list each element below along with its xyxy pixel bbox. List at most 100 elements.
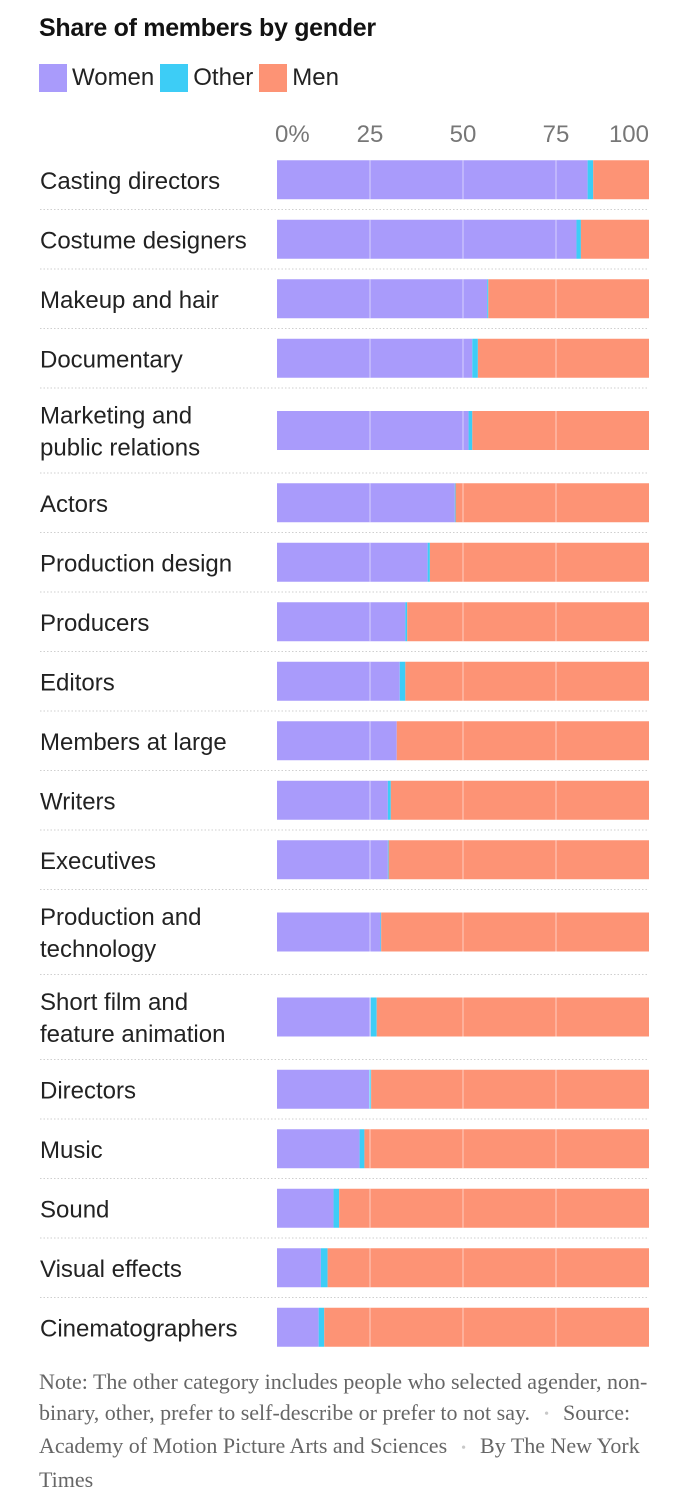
category-label: Producers (40, 610, 149, 637)
stacked-bar-chart: 0% 25 50 75 100 Casting directors Costume desi… (40, 121, 649, 1347)
bar-segment-women (277, 542, 428, 582)
bar-segment-women (277, 1129, 360, 1169)
bar-segment-other (468, 411, 473, 450)
bar-segment-women (277, 780, 388, 820)
bar-segment-men (390, 780, 649, 820)
legend-item-women: Women (39, 64, 154, 92)
bar-segment-men (429, 542, 649, 582)
category-label: Sound (40, 1196, 109, 1223)
bar-segment-women (277, 219, 577, 259)
x-tick-label: 0% (275, 121, 310, 148)
category-label: Music (40, 1137, 103, 1164)
category-label: Directors (40, 1077, 136, 1104)
category-label: Actors (40, 491, 108, 518)
legend-label-men: Men (292, 64, 339, 91)
category-label: Production design (40, 550, 232, 577)
bar-segment-women (277, 602, 406, 642)
footer-note: Note: The other category includes people… (39, 1366, 664, 1495)
bar-segment-other (427, 542, 430, 582)
bar-segment-men (371, 1069, 649, 1109)
bar-segment-other (472, 338, 478, 378)
legend-label-women: Women (72, 64, 155, 91)
bar-segment-other (380, 912, 382, 952)
chart-title: Share of members by gender (39, 14, 376, 42)
bar-segment-men (376, 997, 649, 1037)
legend-swatch-other (160, 64, 189, 92)
bar-segment-men (593, 160, 649, 200)
bar-segment-women (277, 483, 455, 523)
bar-segment-women (277, 1069, 370, 1109)
legend-swatch-men (259, 64, 288, 92)
legend-item-men: Men (259, 64, 339, 92)
category-label: Cinematographers (40, 1315, 237, 1342)
legend-item-other: Other (160, 64, 253, 92)
x-tick-label: 100 (609, 121, 649, 148)
bar-segment-women (277, 840, 388, 880)
bar-segment-women (277, 912, 381, 952)
bar-segment-men (388, 840, 649, 880)
bar-segment-men (488, 279, 649, 319)
bar-segment-women (277, 338, 473, 378)
bar-segment-women (277, 997, 371, 1037)
x-tick-label: 50 (450, 121, 477, 148)
bar-segment-men (324, 1307, 649, 1347)
category-label: Members at large (40, 729, 227, 756)
category-label: Editors (40, 669, 115, 696)
bar-segment-women (277, 721, 397, 761)
bar-segment-other (576, 219, 581, 259)
category-label: Visual effects (40, 1256, 182, 1283)
x-tick-label: 25 (357, 121, 384, 148)
bar-segment-women (277, 411, 469, 450)
bar-segment-women (277, 1188, 334, 1228)
bar-segment-other (387, 780, 391, 820)
separator-dot: • (461, 1440, 467, 1456)
category-label: Short film and (40, 989, 188, 1016)
source-text: Source: Academy of Motion Picture Arts a… (39, 1400, 631, 1459)
bar-segment-other (587, 160, 594, 200)
category-label: Casting directors (40, 168, 220, 195)
bar-segment-other (405, 602, 408, 642)
category-label: Writers (40, 788, 116, 815)
bar-segment-men (339, 1188, 649, 1228)
x-tick-label: 75 (543, 121, 570, 148)
bar-segment-men (455, 483, 649, 523)
legend: Women Other Men (39, 62, 345, 94)
bar-segment-other (370, 997, 377, 1037)
bar-segment-men (327, 1248, 649, 1288)
category-label: Executives (40, 848, 156, 875)
bar-segment-other (487, 279, 489, 319)
bar-segment-men (477, 338, 649, 378)
category-label: Makeup and hair (40, 287, 219, 314)
legend-label-other: Other (193, 64, 254, 91)
bar-segment-women (277, 279, 488, 319)
bar-segment-men (381, 912, 649, 952)
category-label: Production and (40, 904, 201, 931)
bar-segment-men (364, 1129, 649, 1169)
bar-segment-men (407, 602, 649, 642)
bar-segment-women (277, 160, 588, 200)
category-label: feature animation (40, 1021, 225, 1048)
bar-segment-other (318, 1307, 325, 1347)
bar-segment-women (277, 1307, 319, 1347)
bar-segment-men (472, 411, 649, 450)
legend-swatch-women (39, 64, 67, 92)
note-text: Note: The other category includes people… (39, 1369, 648, 1425)
category-label: Documentary (40, 346, 183, 373)
bar-segment-women (277, 1248, 321, 1288)
bar-segment-men (405, 661, 649, 701)
bar-segment-men (580, 219, 649, 259)
separator-dot: • (544, 1407, 549, 1423)
category-label: Marketing and (40, 403, 192, 430)
bar-segment-other (320, 1248, 328, 1288)
bar-segment-men (396, 721, 649, 761)
bar-segment-other (333, 1188, 340, 1228)
bar-segment-other (399, 661, 406, 701)
category-label: technology (40, 936, 156, 963)
bar-segment-other (454, 483, 456, 523)
category-label: Costume designers (40, 227, 247, 254)
category-label: public relations (40, 435, 200, 462)
bar-segment-other (359, 1129, 365, 1169)
byline-text: By The New York Times (39, 1433, 640, 1492)
bar-segment-other (387, 840, 389, 880)
bar-segment-women (277, 661, 400, 701)
